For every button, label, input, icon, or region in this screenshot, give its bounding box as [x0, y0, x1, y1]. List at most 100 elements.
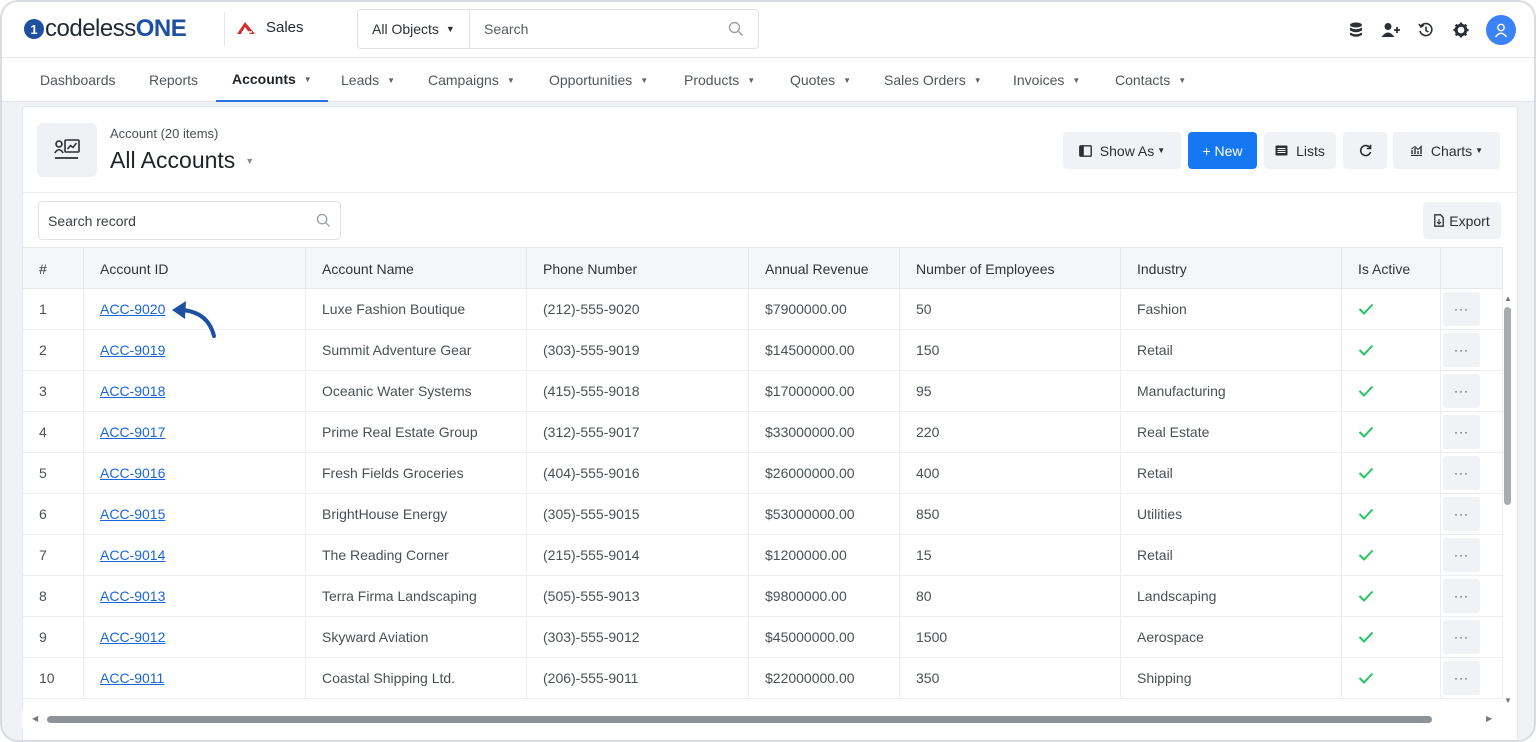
column-header[interactable]: Account ID — [84, 248, 306, 289]
table-row[interactable]: 3 ACC-9018 Oceanic Water Systems (415)-555-… — [23, 371, 1503, 412]
nav-item-quotes[interactable]: Quotes ▼ — [774, 58, 867, 102]
account-id-link[interactable]: ACC-9016 — [84, 453, 306, 493]
table-cell: 1 — [23, 289, 84, 329]
table-row[interactable]: 7 ACC-9014 The Reading Corner (215)-555-901… — [23, 535, 1503, 576]
check-icon — [1358, 590, 1374, 602]
nav-item-invoices[interactable]: Invoices ▼ — [997, 58, 1096, 102]
table-cell: (415)-555-9018 — [527, 371, 749, 411]
new-button[interactable]: + New — [1188, 132, 1257, 169]
scroll-right-icon[interactable]: ▶ — [1486, 714, 1493, 723]
record-search-input[interactable]: Search record — [38, 201, 341, 240]
app-switcher[interactable]: Sales — [236, 19, 304, 36]
list-view-title[interactable]: All Accounts ▼ — [110, 147, 254, 174]
nav-item-label: Leads — [341, 72, 380, 88]
logo-text: codelessONE — [45, 15, 187, 42]
more-icon[interactable]: ··· — [1443, 415, 1480, 449]
table-cell: 50 — [900, 289, 1121, 329]
chevron-down-icon: ▼ — [445, 24, 455, 34]
account-id-link[interactable]: ACC-9011 — [84, 658, 306, 698]
account-id-link[interactable]: ACC-9018 — [84, 371, 306, 411]
account-id-link[interactable]: ACC-9014 — [84, 535, 306, 575]
table-cell: $17000000.00 — [749, 371, 900, 411]
nav-item-products[interactable]: Products ▼ — [668, 58, 771, 102]
table-cell: Retail — [1121, 330, 1342, 370]
column-header[interactable]: # — [23, 248, 84, 289]
is-active-cell — [1342, 576, 1441, 616]
column-header[interactable]: Industry — [1121, 248, 1342, 289]
table-row[interactable]: 10 ACC-9011 Coastal Shipping Ltd. (206)-555… — [23, 658, 1503, 699]
nav-item-dashboards[interactable]: Dashboards — [24, 58, 132, 102]
scroll-left-icon[interactable]: ◀ — [32, 714, 39, 723]
actions-cell — [1441, 412, 1503, 452]
table-cell: (303)-555-9019 — [527, 330, 749, 370]
table-cell: 850 — [900, 494, 1121, 534]
more-icon[interactable]: ··· — [1443, 497, 1480, 531]
user-avatar-icon[interactable] — [1486, 15, 1516, 45]
table-row[interactable]: 8 ACC-9013 Terra Firma Landscaping (505)-55… — [23, 576, 1503, 617]
vertical-scrollbar[interactable] — [1504, 307, 1511, 505]
actions-cell — [1441, 576, 1503, 616]
column-header[interactable]: Number of Employees — [900, 248, 1121, 289]
table-row[interactable]: 1 ACC-9020 Luxe Fashion Boutique (212)-555-… — [23, 289, 1503, 330]
nav-item-contacts[interactable]: Contacts ▼ — [1099, 58, 1202, 102]
table-cell: 4 — [23, 412, 84, 452]
lists-button[interactable]: Lists — [1264, 132, 1336, 169]
actions-cell — [1441, 535, 1503, 575]
account-id-link[interactable]: ACC-9020 — [84, 289, 306, 329]
show-as-button[interactable]: Show As ▼ — [1063, 132, 1181, 169]
account-chart-icon — [37, 123, 97, 177]
chevron-down-icon: ▼ — [245, 155, 255, 166]
more-icon[interactable]: ··· — [1443, 538, 1480, 572]
nav-item-campaigns[interactable]: Campaigns ▼ — [412, 58, 531, 102]
account-id-link[interactable]: ACC-9019 — [84, 330, 306, 370]
actions-cell — [1441, 494, 1503, 534]
export-button[interactable]: Export — [1423, 202, 1501, 239]
database-icon[interactable] — [1340, 14, 1372, 46]
scroll-down-icon[interactable]: ▼ — [1504, 696, 1512, 705]
table-row[interactable]: 9 ACC-9012 Skyward Aviation (303)-555-9012 $… — [23, 617, 1503, 658]
more-icon[interactable]: ··· — [1443, 292, 1480, 326]
more-icon[interactable]: ··· — [1443, 579, 1480, 613]
scroll-up-icon[interactable]: ▲ — [1504, 294, 1512, 303]
column-header[interactable]: Phone Number — [527, 248, 749, 289]
table-row[interactable]: 2 ACC-9019 Summit Adventure Gear (303)-555-… — [23, 330, 1503, 371]
add-user-icon[interactable] — [1375, 14, 1407, 46]
more-icon[interactable]: ··· — [1443, 333, 1480, 367]
nav-item-accounts[interactable]: Accounts ▼ — [216, 58, 328, 102]
account-id-link[interactable]: ACC-9015 — [84, 494, 306, 534]
accounts-table: # Account ID Account Name Phone Number Annua… — [23, 247, 1517, 717]
column-header[interactable]: Is Active — [1342, 248, 1441, 289]
list-toolbar: Search record Export — [23, 193, 1517, 247]
charts-button[interactable]: Charts ▼ — [1393, 132, 1500, 169]
table-cell: Fresh Fields Groceries — [306, 453, 527, 493]
nav-item-opportunities[interactable]: Opportunities ▼ — [533, 58, 664, 102]
table-cell: 5 — [23, 453, 84, 493]
more-icon[interactable]: ··· — [1443, 661, 1480, 695]
app-name: Sales — [266, 19, 304, 36]
refresh-button[interactable] — [1343, 132, 1387, 169]
actions-cell — [1441, 289, 1503, 329]
nav-item-leads[interactable]: Leads ▼ — [325, 58, 411, 102]
table-row[interactable]: 5 ACC-9016 Fresh Fields Groceries (404)-555… — [23, 453, 1503, 494]
nav-item-reports[interactable]: Reports — [133, 58, 214, 102]
table-row[interactable]: 4 ACC-9017 Prime Real Estate Group (312)-55… — [23, 412, 1503, 453]
column-header[interactable]: Account Name — [306, 248, 527, 289]
history-icon[interactable] — [1410, 14, 1442, 46]
logo[interactable]: 1 codelessONE — [24, 15, 187, 42]
table-cell: (212)-555-9020 — [527, 289, 749, 329]
account-id-link[interactable]: ACC-9012 — [84, 617, 306, 657]
account-id-link[interactable]: ACC-9013 — [84, 576, 306, 616]
table-cell: 7 — [23, 535, 84, 575]
nav-item-sales-orders[interactable]: Sales Orders ▼ — [868, 58, 998, 102]
account-id-link[interactable]: ACC-9017 — [84, 412, 306, 452]
check-icon — [1358, 672, 1374, 684]
column-header[interactable]: Annual Revenue — [749, 248, 900, 289]
table-row[interactable]: 6 ACC-9015 BrightHouse Energy (305)-555-901… — [23, 494, 1503, 535]
gear-icon[interactable] — [1445, 14, 1477, 46]
horizontal-scrollbar[interactable] — [47, 716, 1432, 723]
more-icon[interactable]: ··· — [1443, 620, 1480, 654]
more-icon[interactable]: ··· — [1443, 374, 1480, 408]
more-icon[interactable]: ··· — [1443, 456, 1480, 490]
object-select[interactable]: All Objects ▼ — [358, 10, 470, 48]
search-input[interactable]: Search — [470, 10, 758, 48]
